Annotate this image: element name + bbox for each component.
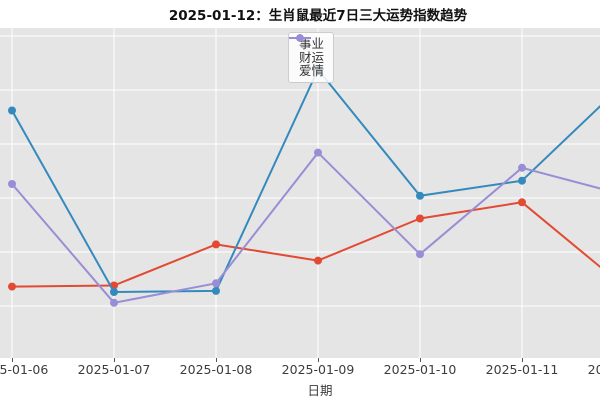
legend-marker-love <box>289 34 311 42</box>
marker-career-2 <box>212 240 220 249</box>
plot-canvas <box>0 28 600 358</box>
x-tick-1 <box>113 358 115 362</box>
x-tick-label-6: 2025-01-12 <box>587 362 600 377</box>
x-axis-label: 日期 <box>307 383 333 398</box>
marker-career-5 <box>518 198 526 207</box>
legend-label-career: 事业 <box>299 36 325 52</box>
x-tick-label-4: 2025-01-10 <box>383 362 457 377</box>
marker-love-2 <box>212 279 220 288</box>
legend-item-wealth: 财运 <box>289 34 325 65</box>
marker-wealth-4 <box>416 191 424 200</box>
x-tick-label-0: 2025-01-06 <box>0 362 49 377</box>
marker-love-4 <box>416 250 424 259</box>
marker-love-5 <box>518 163 526 172</box>
x-tick-label-5: 2025-01-11 <box>485 362 559 377</box>
marker-career-3 <box>314 256 322 265</box>
marker-love-0 <box>8 180 16 188</box>
chart-title: 2025-01-12：生肖鼠最近7日三大运势指数趋势 <box>168 8 468 24</box>
series-line-career <box>11 201 600 288</box>
marker-love-1 <box>110 298 118 307</box>
legend-label-wealth: 财运 <box>299 49 325 65</box>
x-tick-label-2: 2025-01-08 <box>179 362 253 377</box>
x-tick-label-3: 2025-01-09 <box>281 362 355 377</box>
marker-wealth-1 <box>110 288 118 296</box>
x-tick-5 <box>521 358 523 362</box>
x-tick-4 <box>419 358 421 362</box>
x-tick-0 <box>11 358 13 362</box>
x-tick-2 <box>215 358 217 362</box>
legend-item-love: 爱情 <box>289 34 325 79</box>
series-line-love <box>11 151 600 304</box>
x-tick-label-1: 2025-01-07 <box>77 362 151 377</box>
marker-career-4 <box>416 214 424 223</box>
marker-wealth-2 <box>212 286 220 295</box>
marker-wealth-5 <box>518 176 526 185</box>
plot-area: 事业 财运 爱情 <box>0 28 600 358</box>
marker-love-3 <box>314 148 322 157</box>
marker-career-0 <box>8 282 16 291</box>
legend: 事业 财运 爱情 <box>288 32 335 83</box>
legend-label-love: 爱情 <box>299 63 325 79</box>
marker-wealth-0 <box>8 106 16 115</box>
x-tick-3 <box>317 358 319 362</box>
